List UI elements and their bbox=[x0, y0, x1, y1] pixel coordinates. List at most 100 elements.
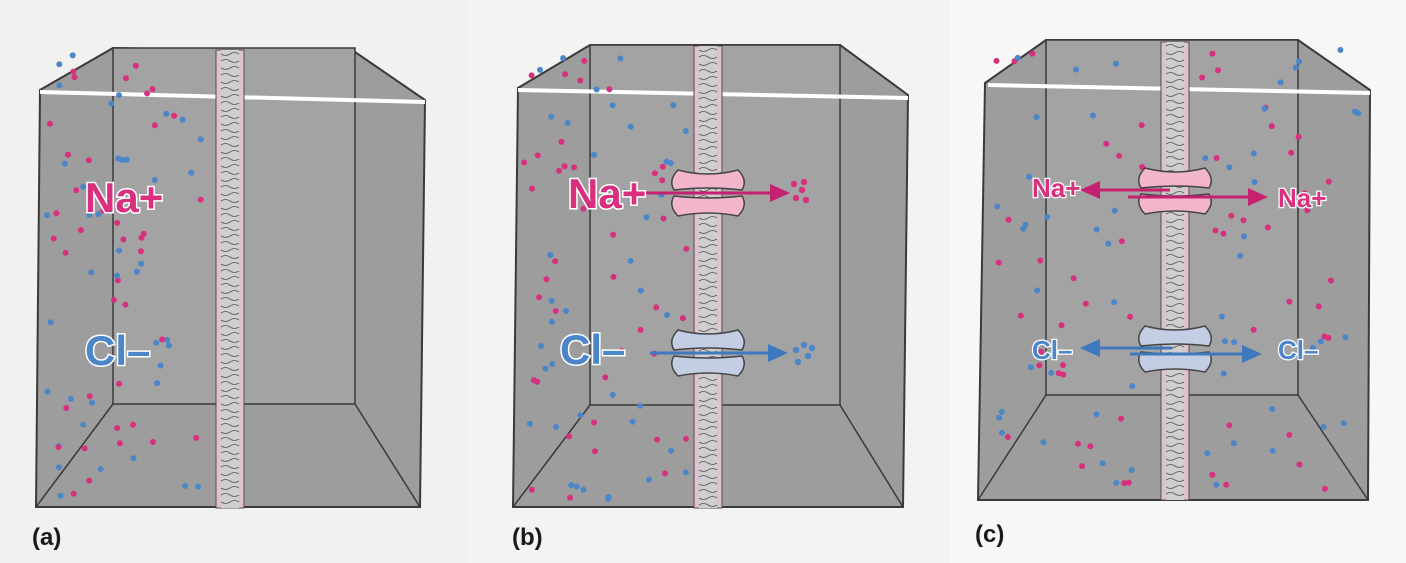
cl-particle bbox=[538, 343, 545, 349]
cl-particle bbox=[133, 268, 140, 275]
na-channel bbox=[671, 169, 745, 217]
na-particle bbox=[63, 405, 70, 411]
na-particle bbox=[558, 138, 565, 145]
cl-particle bbox=[1269, 406, 1276, 412]
na-particle bbox=[651, 170, 658, 177]
membrane-texture bbox=[220, 213, 240, 217]
membrane-texture bbox=[220, 143, 240, 147]
cl-particle bbox=[1220, 370, 1227, 377]
membrane-texture bbox=[698, 419, 718, 423]
na-particle bbox=[1250, 326, 1257, 333]
na-particle bbox=[114, 219, 121, 226]
na-particle bbox=[1228, 212, 1235, 219]
na-particle bbox=[1325, 178, 1332, 185]
na-particle bbox=[137, 248, 144, 255]
membrane-texture bbox=[220, 353, 240, 357]
cl-particle bbox=[1048, 369, 1055, 376]
membrane-texture bbox=[698, 447, 718, 451]
cl-particle bbox=[637, 287, 644, 294]
na-particle bbox=[1321, 485, 1328, 492]
membrane-texture bbox=[1165, 457, 1185, 461]
tank-edge bbox=[977, 394, 1047, 501]
cl-particle bbox=[1128, 467, 1135, 473]
tank-edge bbox=[354, 51, 426, 101]
cl-particle bbox=[157, 362, 164, 369]
membrane-texture bbox=[1165, 282, 1185, 286]
na-particle bbox=[530, 377, 537, 384]
na-particle bbox=[653, 304, 660, 311]
cl-particle bbox=[667, 160, 674, 167]
cl-particle bbox=[57, 492, 64, 499]
cl-particle bbox=[1129, 383, 1136, 390]
membrane-texture bbox=[220, 255, 240, 259]
membrane-texture bbox=[220, 164, 240, 168]
membrane-texture bbox=[1165, 226, 1185, 230]
na-particle bbox=[116, 380, 123, 387]
cl-particle bbox=[1342, 334, 1349, 341]
cl-particle bbox=[1340, 420, 1347, 427]
na-particle bbox=[1121, 480, 1128, 487]
cl-particle bbox=[116, 247, 122, 254]
cl-particle bbox=[627, 257, 634, 264]
na-particle bbox=[606, 86, 613, 93]
na-particle bbox=[140, 230, 147, 237]
membrane-texture bbox=[1165, 65, 1185, 69]
membrane-texture bbox=[698, 83, 718, 87]
membrane-texture bbox=[698, 433, 718, 437]
membrane-texture bbox=[1165, 289, 1185, 293]
membrane-texture bbox=[220, 458, 240, 462]
membrane-texture bbox=[698, 503, 718, 507]
na-particle bbox=[567, 494, 574, 501]
membrane-texture bbox=[1165, 380, 1185, 384]
cl-particle bbox=[1296, 58, 1303, 65]
na-flux-arrowhead-right bbox=[1248, 188, 1268, 206]
na-particle bbox=[150, 439, 156, 445]
membrane-texture bbox=[220, 332, 240, 336]
na-particle bbox=[1199, 74, 1206, 81]
cl-particle bbox=[548, 297, 555, 304]
na-particle bbox=[1288, 149, 1295, 156]
membrane-texture bbox=[1165, 387, 1185, 391]
na-particle bbox=[73, 187, 80, 194]
na-particle bbox=[65, 151, 71, 158]
cl-particle bbox=[44, 388, 51, 395]
na-particle bbox=[1038, 348, 1045, 355]
cl-particle bbox=[165, 342, 172, 349]
membrane-texture bbox=[1165, 261, 1185, 265]
membrane-texture bbox=[1165, 233, 1185, 237]
membrane-texture bbox=[698, 223, 718, 227]
membrane-texture bbox=[698, 62, 718, 66]
cl-particle bbox=[1202, 155, 1209, 162]
na-particle bbox=[123, 75, 129, 82]
na-particle bbox=[618, 347, 625, 354]
na-particle bbox=[1220, 230, 1227, 237]
na-label-left: Na+ bbox=[1032, 173, 1080, 203]
na-particle bbox=[798, 186, 806, 194]
membrane-texture bbox=[1165, 142, 1185, 146]
membrane-texture bbox=[698, 475, 718, 479]
na-particle bbox=[130, 421, 136, 428]
membrane-texture bbox=[220, 283, 240, 287]
na-flux-arrowhead-left bbox=[1080, 181, 1100, 199]
membrane-texture bbox=[698, 412, 718, 416]
cl-particle bbox=[804, 352, 812, 360]
membrane-texture bbox=[698, 440, 718, 444]
cl-particle bbox=[609, 391, 616, 398]
tank-edge bbox=[354, 403, 421, 508]
na-particle bbox=[100, 207, 106, 214]
na-channel-protein bbox=[671, 195, 745, 217]
membrane-texture bbox=[220, 423, 240, 427]
tank-edge bbox=[35, 403, 114, 508]
membrane-texture bbox=[698, 69, 718, 73]
membrane-texture bbox=[1165, 373, 1185, 377]
na-particle bbox=[662, 470, 669, 477]
membrane-texture bbox=[1165, 464, 1185, 468]
cl-particle bbox=[682, 128, 689, 134]
na-particle bbox=[566, 433, 573, 440]
cl-particle bbox=[56, 82, 63, 89]
cl-particle bbox=[1105, 240, 1112, 247]
na-particle bbox=[1087, 443, 1094, 450]
na-particle bbox=[993, 57, 1000, 64]
membrane-texture bbox=[220, 276, 240, 280]
na-particle bbox=[679, 315, 686, 322]
